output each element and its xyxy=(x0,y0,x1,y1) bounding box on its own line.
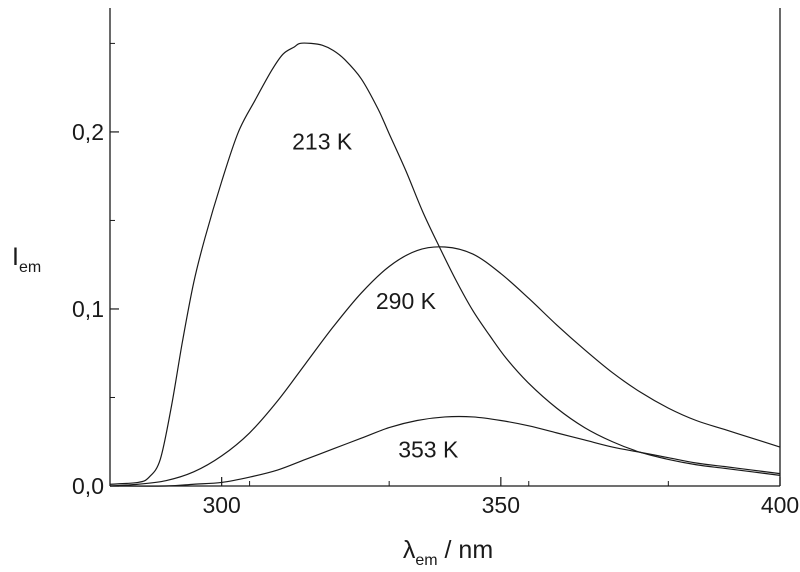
curve-label-353-k: 353 K xyxy=(398,437,459,463)
tick-labels: 300 350 400 0,0 0,1 0,2 xyxy=(72,119,799,518)
y-tick-label: 0,1 xyxy=(72,296,104,322)
x-axis-symbol: λ xyxy=(403,536,416,564)
x-tick-label: 300 xyxy=(202,492,240,518)
x-axis-title: λem / nm xyxy=(403,536,493,569)
x-axis-subscript: em xyxy=(415,552,437,569)
series-lines xyxy=(109,42,781,487)
y-axis-title: Iem xyxy=(12,243,41,276)
x-tick-label: 400 xyxy=(761,492,799,518)
x-tick-label: 350 xyxy=(482,492,520,518)
curve-label-290-k: 290 K xyxy=(376,288,437,314)
series-line-290-k xyxy=(109,246,781,487)
y-tick-label: 0,0 xyxy=(72,473,104,499)
curve-label-213-k: 213 K xyxy=(292,129,353,155)
curve-labels: 213 K 290 K 353 K xyxy=(292,129,459,463)
series-line-213-k xyxy=(109,42,781,485)
x-axis-unit: / nm xyxy=(438,536,494,564)
y-axis-subscript: em xyxy=(19,259,41,276)
y-tick-label: 0,2 xyxy=(72,119,104,145)
y-axis-symbol: I xyxy=(12,243,19,271)
series-line-353-k xyxy=(109,415,781,487)
axis-ticks xyxy=(109,42,781,487)
